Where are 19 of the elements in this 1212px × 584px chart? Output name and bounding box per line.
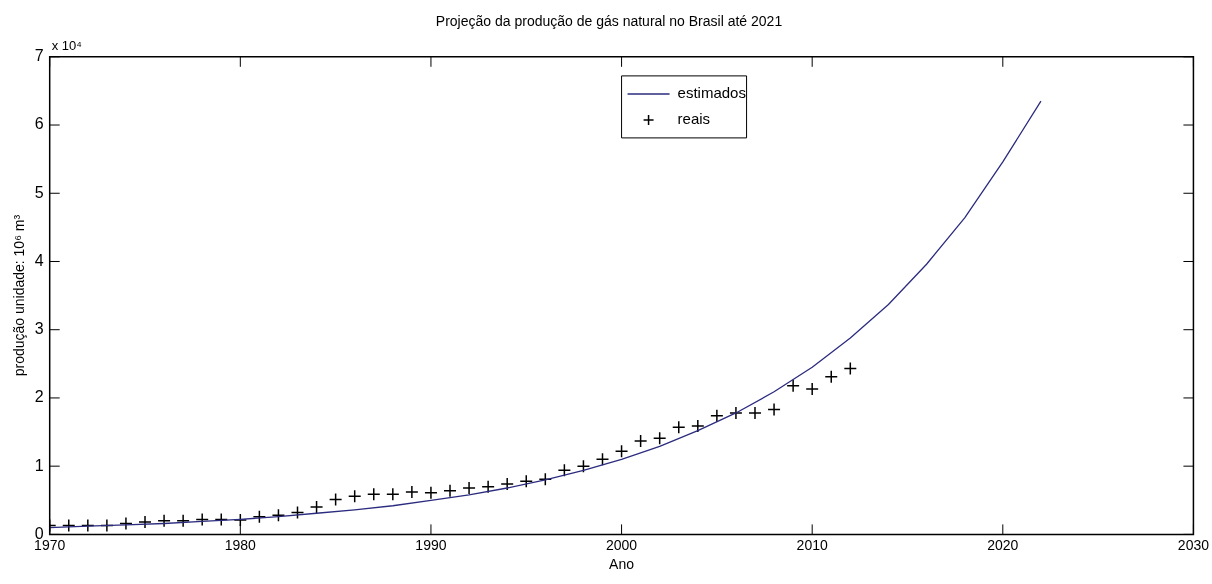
x-tick-label: 2020 [987,536,1019,553]
chart-title: Projeção da produção de gás natural no Brasil até 2021 [435,13,783,30]
y-tick-label: 4 [34,251,44,269]
x-tick-label: 2030 [1177,536,1210,553]
y-axis-title: produção unidade: 10⁶ m³ [11,214,28,377]
x-tick-label: 1980 [224,536,257,553]
x-tick-label: 2010 [796,536,828,553]
x-axis-title: Ano [609,556,635,573]
y-tick-label: 5 [34,183,44,201]
y-tick-label: 6 [34,115,44,133]
x-tick-label: 1990 [415,536,447,553]
y-tick-label: 3 [34,320,44,338]
y-tick-label: 2 [34,388,44,406]
text: x 10⁴ [51,37,82,53]
y-tick-label: 7 [34,47,44,65]
x-tick-label: 2000 [605,536,638,553]
legend-label: reais [677,110,711,128]
y-tick-label: 1 [34,456,44,474]
legend-label: estimados [677,84,746,102]
